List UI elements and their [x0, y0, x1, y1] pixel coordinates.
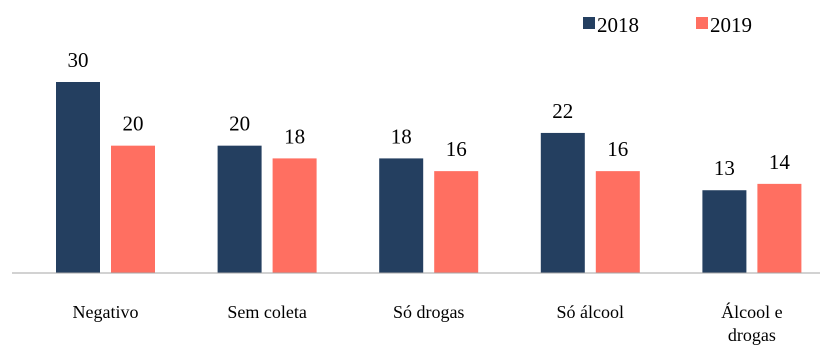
value-label-2019-2: 18 — [284, 124, 305, 148]
legend-label-2019: 2019 — [710, 13, 752, 37]
value-label-2018-5: 13 — [714, 156, 735, 180]
value-label-2018-4: 22 — [552, 99, 573, 123]
bar-2018-2 — [217, 145, 262, 273]
bar-2019-4 — [595, 171, 640, 273]
bars-group — [56, 82, 802, 273]
value-label-2019-1: 20 — [123, 112, 144, 136]
value-label-2018-1: 30 — [68, 48, 89, 72]
x-tick-label-2: Sem coleta — [227, 302, 306, 322]
value-label-2018-3: 18 — [391, 124, 412, 148]
bar-2019-5 — [757, 183, 802, 273]
bar-2019-1 — [111, 145, 155, 273]
legend-swatch-2019 — [696, 17, 708, 29]
x-tick-label-3: Só drogas — [393, 302, 465, 322]
value-label-2018-2: 20 — [229, 112, 250, 136]
legend-label-2018: 2018 — [597, 13, 639, 37]
bar-2019-3 — [434, 171, 479, 273]
bar-2019-2 — [272, 158, 317, 273]
bar-2018-3 — [379, 158, 424, 273]
legend: 2018 2019 — [583, 13, 752, 37]
legend-swatch-2018 — [583, 17, 595, 29]
value-label-2019-4: 16 — [607, 137, 628, 161]
value-label-2019-3: 16 — [446, 137, 467, 161]
value-label-2019-5: 14 — [769, 150, 791, 174]
bar-2018-4 — [540, 132, 585, 273]
value-labels-group: 30 20 20 18 18 16 22 16 13 14 — [68, 48, 791, 180]
bar-2018-5 — [702, 190, 747, 273]
x-tick-label-1: Negativo — [73, 302, 139, 322]
x-tick-labels-group: Negativo Sem coleta Só drogas Só álcool Álco… — [73, 301, 783, 345]
bar-2018-1 — [56, 82, 100, 273]
x-tick-label-5: Álcool e drogas — [721, 301, 782, 345]
x-tick-label-4: Só álcool — [557, 302, 625, 322]
